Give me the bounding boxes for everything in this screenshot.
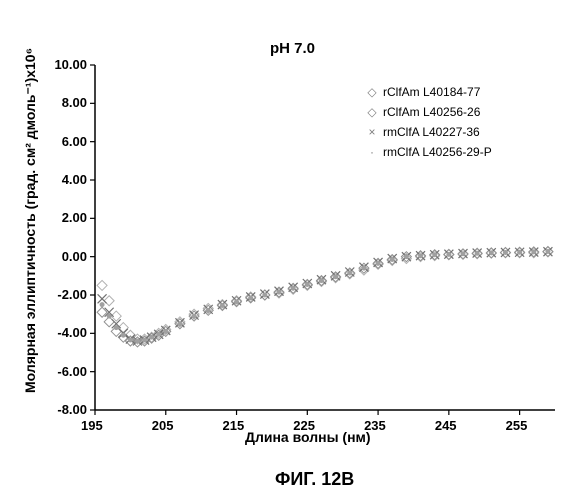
legend-item: ◇ rClfAm L40256-26: [365, 105, 492, 119]
y-tick-label: -4.00: [57, 325, 87, 340]
x-tick-label: 205: [152, 418, 174, 433]
x-tick-label: 195: [81, 418, 103, 433]
legend-marker-icon: ·: [365, 145, 379, 159]
y-tick-label: 4.00: [62, 172, 87, 187]
legend-marker-icon: ◇: [365, 85, 379, 99]
x-tick-label: 255: [506, 418, 528, 433]
x-tick-label: 225: [293, 418, 315, 433]
y-axis-label: Молярная эллиптичность (град. см² дмоль⁻…: [22, 48, 39, 393]
figure-caption: ФИГ. 12B: [275, 469, 354, 490]
y-tick-label: 0.00: [62, 249, 87, 264]
legend-item: ◇ rClfAm L40184-77: [365, 85, 492, 99]
x-tick-label: 235: [364, 418, 386, 433]
legend-marker-icon: ×: [365, 125, 379, 139]
y-tick-label: -8.00: [57, 402, 87, 417]
chart-title: pH 7.0: [270, 40, 315, 57]
legend: ◇ rClfAm L40184-77 ◇ rClfAm L40256-26 × rmClf…: [365, 85, 492, 165]
legend-item: · rmClfA L40256-29-P: [365, 145, 492, 159]
x-tick-label: 215: [223, 418, 245, 433]
legend-item: × rmClfA L40227-36: [365, 125, 492, 139]
y-tick-label: 6.00: [62, 134, 87, 149]
y-tick-label: -6.00: [57, 364, 87, 379]
legend-label: rmClfA L40227-36: [383, 125, 480, 139]
y-tick-label: 2.00: [62, 210, 87, 225]
figure-container: Молярная эллиптичность (град. см² дмоль⁻…: [0, 0, 588, 500]
legend-label: rmClfA L40256-29-P: [383, 145, 492, 159]
y-tick-label: 10.00: [54, 57, 87, 72]
y-tick-label: 8.00: [62, 95, 87, 110]
legend-marker-icon: ◇: [365, 105, 379, 119]
legend-label: rClfAm L40184-77: [383, 85, 480, 99]
x-tick-label: 245: [435, 418, 457, 433]
y-tick-label: -2.00: [57, 287, 87, 302]
legend-label: rClfAm L40256-26: [383, 105, 480, 119]
